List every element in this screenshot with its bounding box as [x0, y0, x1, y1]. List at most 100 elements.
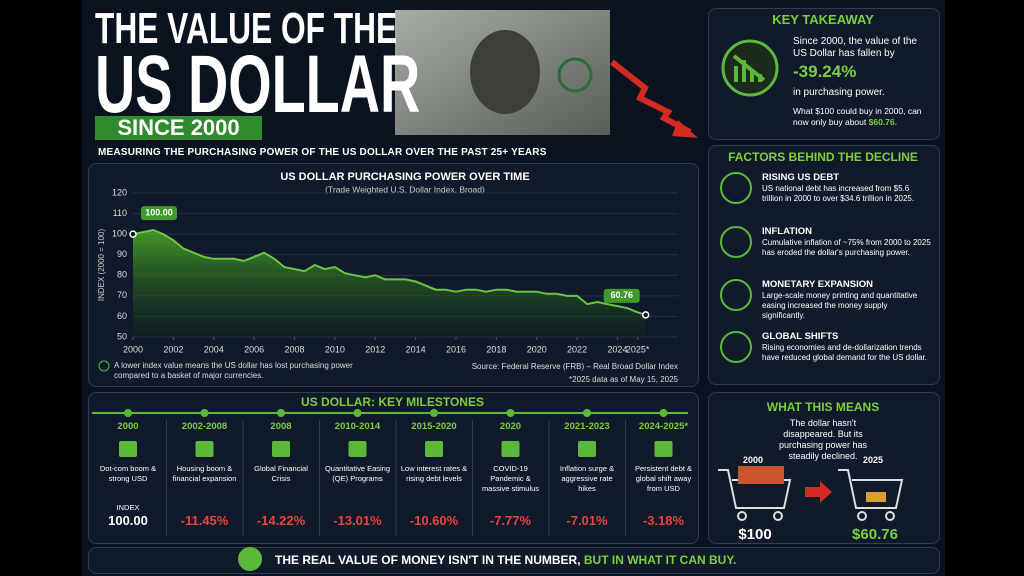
factor-text: Rising economies and de-dollarization tr…: [762, 343, 927, 362]
footer-text-1: THE REAL VALUE OF MONEY ISN'T IN THE NUM…: [275, 553, 581, 567]
cart-wheel: [857, 511, 867, 521]
takeaway-note: What $100 could buy in 2000, can now onl…: [793, 106, 933, 128]
takeaway-text: in purchasing power.: [793, 87, 885, 98]
footer-panel: [88, 547, 940, 574]
factor-title: GLOBAL SHIFTS: [762, 331, 839, 342]
factor-icon: [720, 331, 752, 363]
milestone-icon: [654, 441, 673, 457]
timeline-dot: [200, 409, 209, 417]
cart-full: [718, 466, 792, 521]
factor-text: US national debt has increased from $5.6…: [762, 184, 915, 203]
x-tick-label: 2006: [244, 344, 264, 354]
takeaway-title: KEY TAKEAWAY: [772, 12, 874, 27]
milestone-icon: [272, 441, 290, 457]
milestones-title: US DOLLAR: KEY MILESTONES: [301, 395, 484, 409]
meaning-title: WHAT THIS MEANS: [766, 400, 880, 414]
meaning-year: 2000: [742, 455, 764, 465]
milestone-text: Global Financial Crisis: [254, 464, 308, 483]
milestone-change: -3.18%: [642, 513, 685, 528]
timeline-dot: [277, 409, 285, 417]
line: [132, 228, 647, 316]
meaning-year: 2025: [862, 455, 884, 465]
factor-text: Large-scale money printing and quantitat…: [762, 291, 918, 320]
x-tick-label: 2020: [527, 344, 547, 354]
chart-subtitle: (Trade Weighted U.S. Dollar Index, Broad…: [325, 184, 485, 194]
milestone-change: -7.01%: [566, 513, 608, 528]
factor-icon: [720, 279, 752, 311]
y-tick-label: 60: [117, 311, 127, 321]
milestone-change: -7.77%: [489, 513, 532, 528]
x-tick-label: 2016: [446, 344, 466, 354]
timeline-dot: [353, 409, 362, 417]
factor-title: MONETARY EXPANSION: [762, 279, 874, 290]
factor-title: RISING US DEBT: [762, 172, 840, 183]
meaning-amount: $100: [738, 526, 772, 543]
dollar-bill: [395, 10, 610, 135]
cart-frame: [838, 469, 904, 509]
milestone-period: 2008: [270, 421, 292, 432]
x-tick-label: 2008: [284, 344, 304, 354]
note-icon: [98, 360, 110, 372]
milestone-icon: [348, 441, 367, 457]
y-tick-label: 120: [112, 187, 127, 197]
milestone-period: 2010-2014: [334, 421, 381, 432]
takeaway-amount: $60.76.: [868, 117, 897, 127]
y-tick-label: 80: [117, 270, 127, 280]
factor-icon: [720, 172, 752, 204]
timeline-dot: [506, 409, 515, 417]
y-axis-label: INDEX (2000 = 100): [97, 229, 106, 302]
milestone-text: Persistent debt & global shift away from…: [634, 464, 693, 493]
milestone-icon: [578, 441, 596, 457]
annotation-point: [641, 311, 650, 319]
x-tick-label: 2014: [406, 344, 426, 354]
takeaway-highlight: -39.24%: [793, 62, 857, 81]
chart-footnote: *2025 data as of May 15, 2025: [569, 375, 679, 384]
milestone-change: -11.45%: [180, 513, 229, 528]
factor-text: Cumulative inflation of ~75% from 2000 t…: [762, 238, 931, 257]
annotation-box: [141, 206, 177, 221]
takeaway-text: Since 2000, the value of the US Dollar h…: [793, 36, 917, 59]
milestone-text: COVID-19 Pandemic & massive stimulus: [481, 464, 540, 493]
milestone-text: Dot-com boom & strong USD: [99, 464, 157, 483]
footer-text-2: BUT IN WHAT IT CAN BUY.: [583, 553, 737, 567]
annotation-label: 60.76: [610, 290, 633, 300]
x-tick-label: 2024: [607, 344, 627, 354]
meaning-amount: $60.76: [852, 526, 898, 543]
milestones-panel: [88, 392, 699, 544]
x-tick-label: 2002: [163, 344, 183, 354]
milestone-change: 100.00: [108, 513, 148, 528]
x-tick-label: 2022: [567, 344, 587, 354]
cart-wheel: [737, 511, 747, 521]
factor-icon: [720, 226, 752, 258]
milestone-text: Quantitative Easing (QE) Programs: [324, 464, 391, 483]
cart-wheel: [773, 511, 783, 521]
factors-panel: [708, 145, 940, 385]
annotation-label: 100.00: [145, 208, 173, 218]
timeline-dot: [659, 409, 668, 417]
decline-arrow: [610, 59, 692, 135]
x-tick-label: 2025*: [626, 344, 650, 354]
milestone-period: 2000: [117, 421, 139, 432]
chart-source: Source: Federal Reserve (FRB) – Real Bro…: [472, 362, 678, 371]
milestone-text: Inflation surge & aggressive rate hikes: [559, 464, 615, 493]
milestone-period: 2020: [499, 421, 522, 432]
takeaway-note-text: What $100 could buy in 2000, can now onl…: [793, 106, 922, 127]
timeline-dot: [430, 409, 438, 417]
timeline-dot: [583, 409, 591, 417]
bill-seal: [557, 57, 593, 93]
x-tick-label: 2010: [325, 344, 345, 354]
meaning-text: The dollar hasn't disappeared. But its p…: [778, 418, 868, 461]
milestone-period: 2002-2008: [181, 421, 228, 432]
factors-title: FACTORS BEHIND THE DECLINE: [728, 150, 918, 164]
cart-wheel: [885, 511, 895, 521]
milestone-icon: [425, 441, 443, 457]
y-tick-label: 100: [112, 229, 127, 239]
timeline-dot: [124, 409, 132, 417]
cart-empty: [838, 469, 904, 521]
x-tick-label: 2012: [365, 344, 385, 354]
title-line2: US DOLLAR: [95, 39, 421, 130]
meaning-arrow: [805, 481, 832, 503]
milestone-change: -13.01%: [333, 513, 382, 528]
